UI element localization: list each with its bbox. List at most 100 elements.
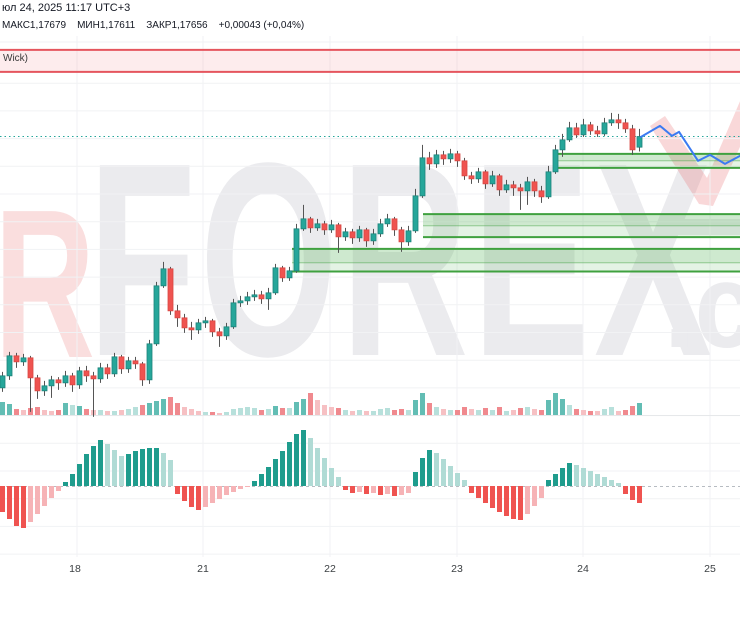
volume-bar <box>357 410 362 415</box>
candle-up <box>636 136 643 148</box>
volume-bar <box>147 403 152 415</box>
volume-bar <box>35 407 40 415</box>
volume-bar <box>567 405 572 415</box>
candle-down <box>279 267 286 279</box>
macd-bar <box>322 458 327 486</box>
macd-bar <box>490 486 495 508</box>
volume-bar <box>350 411 355 415</box>
ohlc-stats: МАКС1,17679 МИН1,17611 ЗАКР1,17656 +0,00043… <box>2 20 315 31</box>
candle-down <box>398 229 405 243</box>
volume-bar <box>385 408 390 415</box>
macd-bar <box>42 486 47 506</box>
volume-bar <box>308 393 313 415</box>
volume-bar <box>518 408 523 415</box>
volume-bar <box>343 410 348 415</box>
volume-bar <box>252 408 257 415</box>
macd-bar <box>511 486 516 519</box>
macd-bar <box>357 486 362 492</box>
macd-bar <box>329 468 334 486</box>
candle-up <box>328 224 335 231</box>
macd-bar <box>420 458 425 486</box>
macd-bar <box>392 486 397 496</box>
volume-bar <box>434 407 439 415</box>
macd-bar <box>469 486 474 493</box>
macd-bar <box>203 486 208 507</box>
macd-bar <box>448 466 453 486</box>
volume-bar <box>609 407 614 415</box>
macd-bar <box>441 459 446 486</box>
volume-bar <box>602 409 607 415</box>
candle-down <box>90 375 97 380</box>
macd-bar <box>119 456 124 486</box>
candle-up <box>237 300 244 304</box>
macd-bar <box>105 444 110 486</box>
macd-bar <box>455 473 460 486</box>
volume-bar <box>182 407 187 415</box>
candle-up <box>125 360 132 370</box>
macd-bar <box>238 486 243 489</box>
volume-bar <box>210 412 215 415</box>
volume-bar <box>189 409 194 415</box>
macd-bar <box>224 486 229 495</box>
supply-zone <box>0 49 740 72</box>
macd-bar <box>231 486 236 492</box>
candle-up <box>447 153 454 160</box>
candle-up <box>580 124 587 136</box>
volume-bar <box>266 409 271 415</box>
macd-bar <box>504 486 509 516</box>
macd-bar <box>287 442 292 486</box>
x-axis-label: 21 <box>197 563 209 575</box>
candle-up <box>314 223 321 229</box>
macd-bar <box>623 486 628 494</box>
macd-bar <box>413 472 418 486</box>
volume-bar <box>595 411 600 415</box>
volume-bar <box>399 409 404 415</box>
candle-up <box>244 296 251 302</box>
volume-bar <box>441 409 446 415</box>
macd-bar <box>175 486 180 494</box>
macd-bar <box>525 486 530 514</box>
volume-bar <box>420 393 425 415</box>
candle-down <box>461 160 468 177</box>
candle-down <box>104 367 111 375</box>
macd-bar <box>301 430 306 486</box>
stat-high: МАКС1,17679 <box>2 20 67 31</box>
candle-up <box>160 268 167 287</box>
volume-bar <box>553 393 558 415</box>
volume-bar <box>112 411 117 415</box>
candle-down <box>216 331 223 337</box>
volume-bar <box>238 408 243 415</box>
volume-bar <box>224 412 229 415</box>
volume-bar <box>336 408 341 415</box>
macd-bar <box>273 459 278 486</box>
candle-down <box>510 184 517 189</box>
volume-bar <box>532 409 537 415</box>
macd-bar <box>126 454 131 486</box>
candle-down <box>258 294 265 300</box>
candle-up <box>146 343 153 381</box>
stat-close: ЗАКР1,17656 <box>146 20 208 31</box>
candle-up <box>265 292 272 300</box>
macd-bar <box>350 486 355 493</box>
candle-down <box>209 320 216 333</box>
candle-up <box>342 231 349 238</box>
macd-bar <box>462 480 467 486</box>
macd-bar <box>259 474 264 486</box>
macd-bar <box>427 450 432 486</box>
macd-bar <box>602 477 607 486</box>
macd-bar <box>91 446 96 486</box>
stat-low: МИН1,17611 <box>77 20 136 31</box>
candle-down <box>188 327 195 331</box>
volume-bar <box>42 410 47 415</box>
macd-bar <box>539 486 544 498</box>
supply-zone-label: Wick) <box>3 53 28 64</box>
macd-bar <box>77 464 82 486</box>
volume-bar <box>175 403 180 415</box>
candle-down <box>34 377 41 392</box>
candle-up <box>559 139 566 151</box>
volume-bar <box>616 411 621 415</box>
x-axis-label: 18 <box>69 563 81 575</box>
demand-zone-upper <box>553 153 740 161</box>
volume-bar <box>273 406 278 415</box>
